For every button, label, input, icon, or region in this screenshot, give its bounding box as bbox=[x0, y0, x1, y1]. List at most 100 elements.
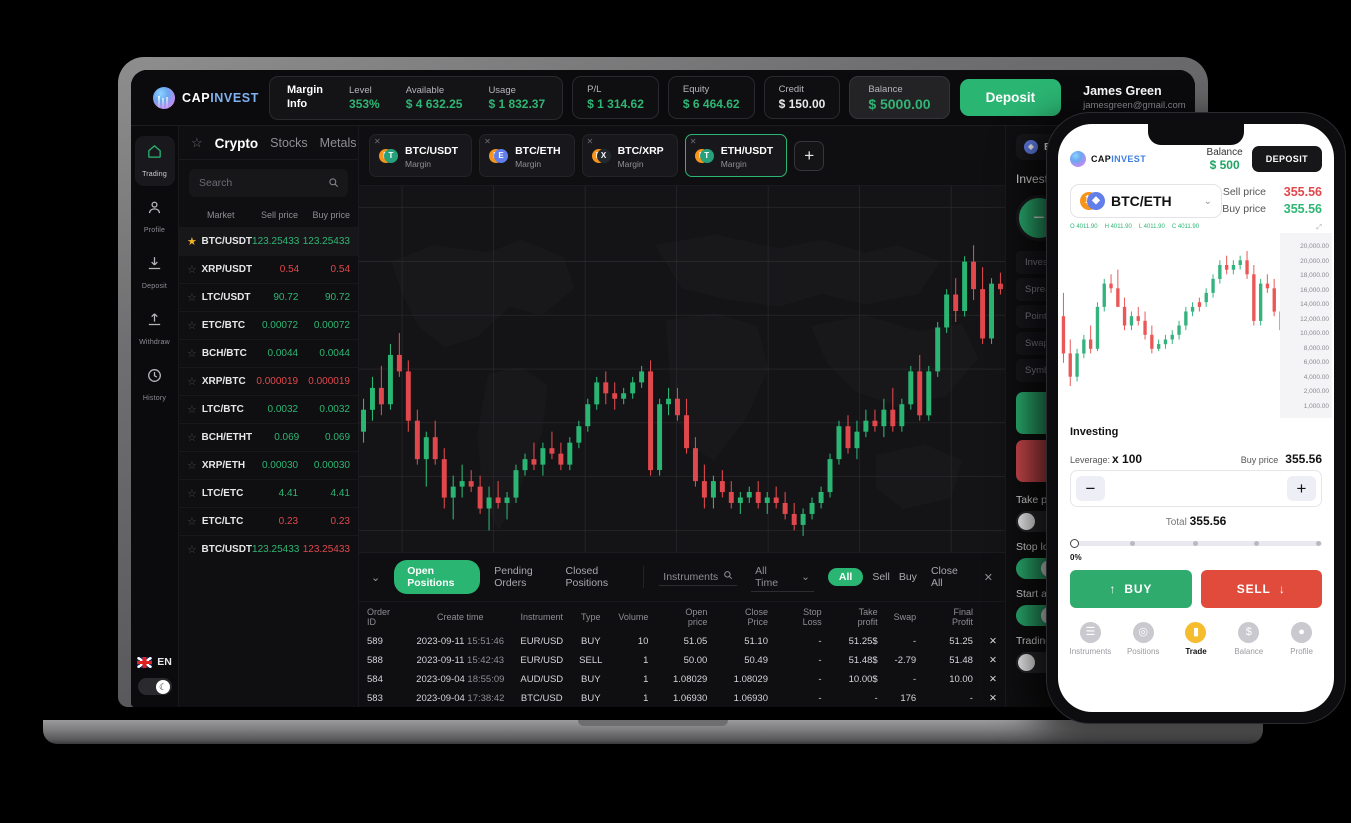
favorite-star-icon[interactable]: ☆ bbox=[187, 264, 197, 276]
col-volume: Volume bbox=[618, 612, 649, 622]
col-take-profit: Take profit bbox=[857, 607, 878, 627]
chart-tab[interactable]: ✕ BX BTC/XRP Margin bbox=[581, 134, 678, 177]
market-buy-price: 0.0044 bbox=[319, 348, 350, 359]
market-row[interactable]: ☆ XRP/USDT 0.54 0.54 bbox=[179, 255, 358, 283]
favorite-star-icon[interactable]: ☆ bbox=[187, 432, 197, 444]
market-row[interactable]: ☆ XRP/ETH 0.00030 0.00030 bbox=[179, 451, 358, 479]
deposit-button[interactable]: Deposit bbox=[959, 79, 1062, 116]
sidebar-item-deposit[interactable]: Deposit bbox=[135, 248, 175, 298]
market-row[interactable]: ☆ BTC/USDT 123.25433 123.25433 bbox=[179, 535, 358, 563]
favorite-star-icon[interactable]: ☆ bbox=[187, 544, 197, 556]
phone-nav-item[interactable]: $ Balance bbox=[1222, 622, 1275, 656]
search-input[interactable] bbox=[189, 169, 348, 197]
sidebar-item-trading[interactable]: Trading bbox=[134, 136, 175, 186]
table-row[interactable]: 589 2023-09-11 15:51:46 EUR/USD BUY 10 51.05 5… bbox=[359, 632, 1005, 651]
chart-tab[interactable]: ✕ ET ETH/USDT Margin bbox=[684, 134, 788, 177]
close-icon[interactable]: ✕ bbox=[983, 571, 993, 584]
segment-sell[interactable]: Sell bbox=[872, 571, 890, 583]
phone-brand-logo[interactable]: CAPINVEST bbox=[1070, 151, 1146, 167]
favorite-star-icon[interactable]: ☆ bbox=[187, 320, 197, 332]
increment-button[interactable]: + bbox=[1287, 476, 1316, 501]
market-row[interactable]: ☆ BCH/BTC 0.0044 0.0044 bbox=[179, 339, 358, 367]
favorites-star-icon[interactable]: ☆ bbox=[191, 135, 203, 150]
close-icon[interactable]: ✕ bbox=[689, 137, 697, 146]
user-account[interactable]: James Green jamesgreen@gmail.com bbox=[1061, 84, 1186, 111]
market-row[interactable]: ☆ ETC/BTC 0.00072 0.00072 bbox=[179, 311, 358, 339]
phone-chart[interactable]: 20,000.00 20,000.00 18,000.00 16,000.00 14,0… bbox=[1060, 233, 1332, 418]
close-icon[interactable]: ✕ bbox=[374, 137, 381, 146]
phone-symbol-selector[interactable]: ₿ ◆ BTC/ETH ⌄ bbox=[1070, 184, 1222, 218]
market-row[interactable]: ☆ LTC/BTC 0.0032 0.0032 bbox=[179, 395, 358, 423]
favorite-star-icon[interactable]: ☆ bbox=[187, 488, 197, 500]
close-icon[interactable]: ✕ bbox=[586, 137, 594, 146]
instruments-filter[interactable]: Instruments bbox=[659, 568, 738, 586]
slider-handle[interactable] bbox=[1070, 539, 1079, 548]
expand-icon[interactable]: ⤢ bbox=[1316, 224, 1322, 231]
close-all-button[interactable]: Close All bbox=[930, 565, 958, 589]
favorite-star-icon[interactable]: ☆ bbox=[187, 404, 197, 416]
phone-sell-button[interactable]: SELL ↓ bbox=[1200, 570, 1322, 608]
close-position-icon[interactable]: ✕ bbox=[989, 655, 997, 666]
market-row[interactable]: ☆ ETC/LTC 0.23 0.23 bbox=[179, 507, 358, 535]
theme-toggle[interactable]: ☾ bbox=[137, 678, 172, 695]
col-stop-loss: Stop Loss bbox=[802, 607, 822, 627]
language-selector[interactable]: EN bbox=[137, 656, 172, 668]
time-filter[interactable]: All Time ⌄ bbox=[751, 563, 814, 592]
slider-tick bbox=[1315, 541, 1321, 546]
close-position-icon[interactable]: ✕ bbox=[989, 693, 997, 704]
segment-all[interactable]: All bbox=[827, 568, 864, 586]
ohlc-high: H 4011.90 bbox=[1104, 224, 1132, 230]
favorite-star-icon[interactable]: ☆ bbox=[187, 348, 197, 360]
phone-balance-label: Balance bbox=[1206, 147, 1243, 158]
market-row[interactable]: ☆ LTC/USDT 90.72 90.72 bbox=[179, 283, 358, 311]
tab-closed-positions[interactable]: Closed Positions bbox=[565, 565, 609, 589]
sidebar-item-withdraw[interactable]: Withdraw bbox=[135, 304, 175, 354]
segment-buy[interactable]: Buy bbox=[898, 571, 917, 583]
phone-nav-item[interactable]: ● Profile bbox=[1275, 622, 1328, 656]
phone-deposit-button[interactable]: DEPOSIT bbox=[1251, 146, 1322, 172]
phone-buy-button[interactable]: ↑ BUY bbox=[1070, 570, 1192, 608]
chart-tab[interactable]: ✕ BT BTC/USDT Margin bbox=[369, 134, 473, 177]
phone-trade-buttons: ↑ BUY SELL ↓ bbox=[1058, 562, 1334, 608]
table-row[interactable]: 583 2023-09-04 17:38:42 BTC/USD BUY 1 1.06930… bbox=[359, 689, 1005, 707]
tab-open-positions[interactable]: Open Positions bbox=[394, 560, 481, 594]
brand-logo[interactable]: CAPINVEST bbox=[153, 86, 259, 109]
close-icon[interactable]: ✕ bbox=[484, 137, 491, 146]
market-rows: ★ BTC/USDT 123.25433 123.25433 ☆ XRP/USDT 0.54… bbox=[179, 227, 358, 563]
sidebar-item-profile[interactable]: Profile bbox=[135, 192, 175, 242]
market-row[interactable]: ★ BTC/USDT 123.25433 123.25433 bbox=[179, 227, 358, 255]
tab-stocks[interactable]: Stocks bbox=[270, 136, 308, 150]
market-row[interactable]: ☆ BCH/ETHT 0.069 0.069 bbox=[179, 423, 358, 451]
favorite-star-icon[interactable]: ☆ bbox=[187, 516, 197, 528]
market-row[interactable]: ☆ LTC/ETC 4.41 4.41 bbox=[179, 479, 358, 507]
phone-percent-slider[interactable] bbox=[1070, 539, 1322, 548]
sidebar-item-history[interactable]: History bbox=[135, 360, 175, 410]
phone-nav-item[interactable]: ◎ Positions bbox=[1117, 622, 1170, 656]
tab-crypto[interactable]: Crypto bbox=[214, 135, 259, 151]
favorite-star-icon[interactable]: ★ bbox=[187, 236, 197, 248]
table-row[interactable]: 584 2023-09-04 18:55:09 AUD/USD BUY 1 1.08029… bbox=[359, 670, 1005, 689]
collapse-chevron-icon[interactable]: ⌄ bbox=[371, 571, 381, 584]
main-chart[interactable] bbox=[359, 186, 1005, 552]
phone-nav-item[interactable]: ▮ Trade bbox=[1170, 622, 1223, 656]
cell-instrument: AUD/USD bbox=[520, 674, 564, 685]
close-position-icon[interactable]: ✕ bbox=[989, 674, 997, 685]
chart-tab[interactable]: ✕ BE BTC/ETH Margin bbox=[479, 134, 575, 177]
phone-symbol-label: BTC/ETH bbox=[1111, 193, 1172, 209]
phone-sell-price-value: 355.56 bbox=[1283, 185, 1322, 199]
favorite-star-icon[interactable]: ☆ bbox=[187, 376, 197, 388]
favorite-star-icon[interactable]: ☆ bbox=[187, 460, 197, 472]
table-row[interactable]: 588 2023-09-11 15:42:43 EUR/USD SELL 1 50.00 5… bbox=[359, 651, 1005, 670]
cell-stop-loss: - bbox=[818, 674, 822, 685]
language-label: EN bbox=[157, 656, 172, 668]
user-icon bbox=[135, 199, 175, 216]
market-buy-price: 90.72 bbox=[324, 292, 351, 303]
tab-pending-orders[interactable]: Pending Orders bbox=[494, 565, 533, 589]
favorite-star-icon[interactable]: ☆ bbox=[187, 292, 197, 304]
market-row[interactable]: ☆ XRP/BTC 0.000019 0.000019 bbox=[179, 367, 358, 395]
tab-metals[interactable]: Metals bbox=[319, 136, 357, 150]
decrement-button[interactable]: − bbox=[1076, 476, 1105, 501]
add-chart-tab-button[interactable]: + bbox=[794, 140, 825, 171]
close-position-icon[interactable]: ✕ bbox=[989, 636, 997, 647]
phone-nav-item[interactable]: ☰ Instruments bbox=[1064, 622, 1117, 656]
